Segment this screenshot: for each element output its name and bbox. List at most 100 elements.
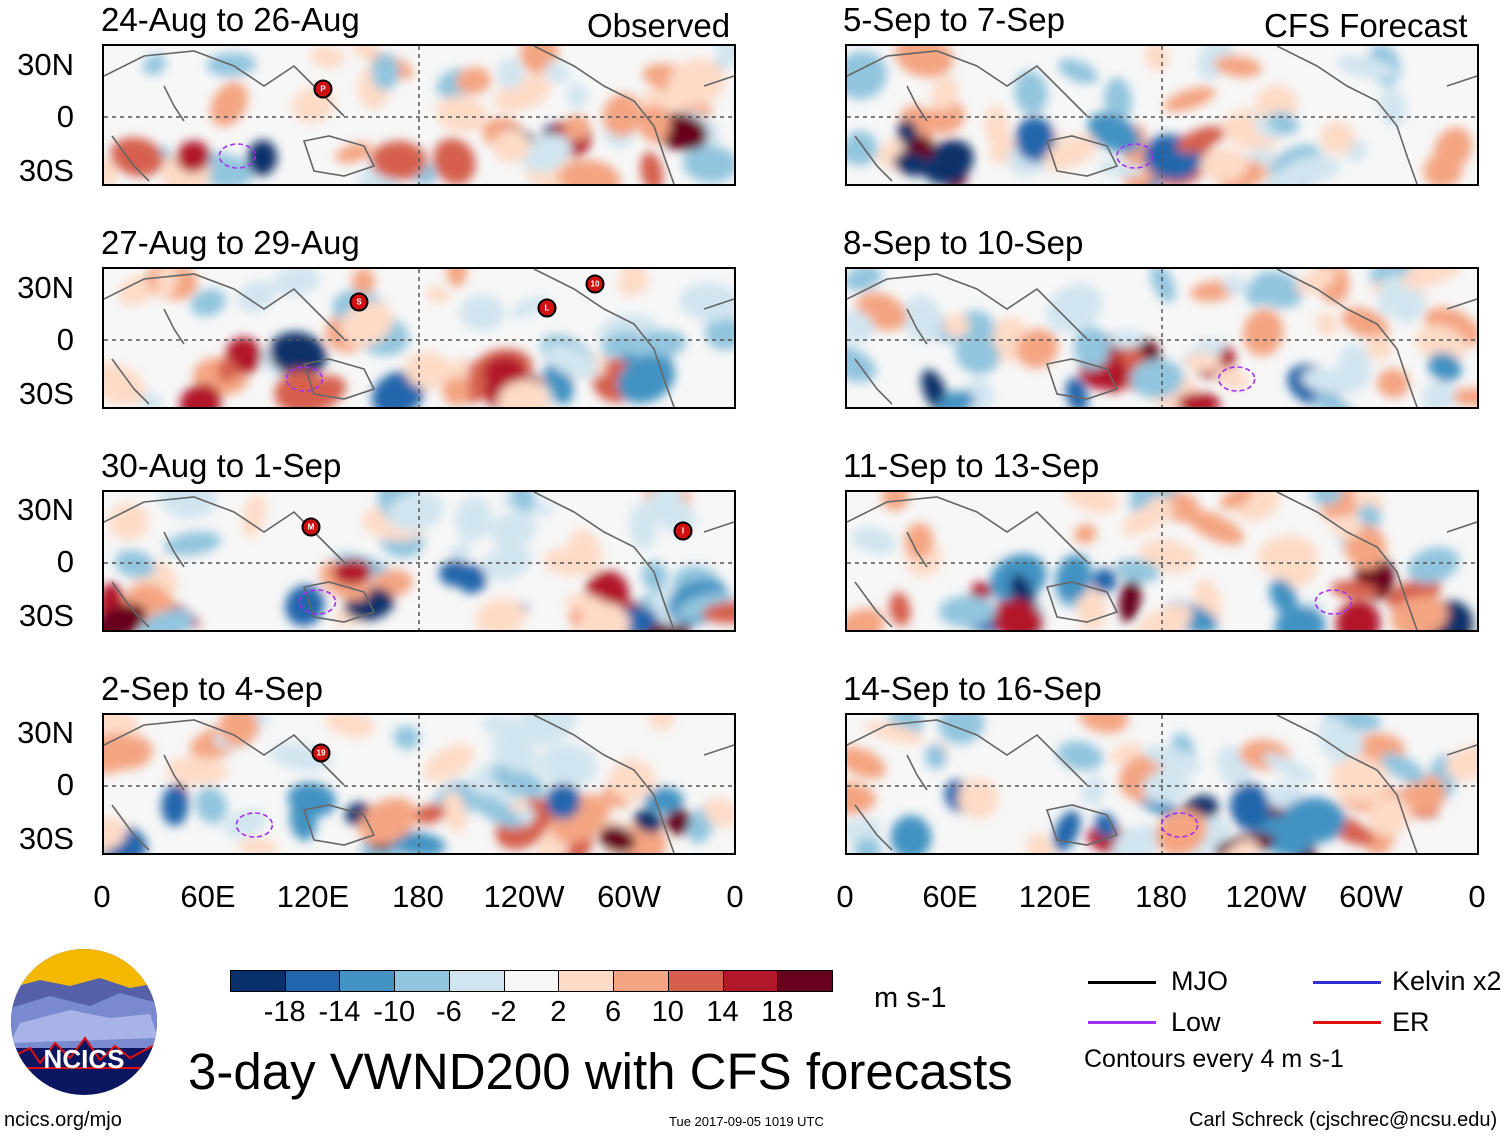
panel-title: 5-Sep to 7-Sep: [843, 1, 1065, 38]
wind-anomaly-region: [638, 104, 671, 143]
colorbar-swatch: [667, 970, 724, 992]
wind-anomaly-region: [1366, 334, 1394, 361]
wind-anomaly-region: [957, 777, 999, 819]
wind-anomaly-region: [104, 603, 147, 630]
wind-anomaly-region: [475, 598, 527, 630]
wind-anomaly-region: [646, 492, 685, 526]
wind-anomaly-region: [1427, 352, 1462, 382]
lon-label: 0: [726, 879, 744, 914]
wind-anomaly-region: [497, 57, 524, 90]
wind-anomaly-region: [1073, 326, 1110, 370]
wind-anomaly-region: [847, 310, 875, 344]
wind-anomaly-region: [1295, 269, 1338, 295]
wind-anomaly-region: [893, 152, 930, 176]
wind-anomaly-region: [640, 151, 664, 184]
lat-label: 30S: [18, 598, 74, 633]
tropical-cyclone-marker: S: [349, 292, 369, 312]
wind-anomaly-region: [309, 46, 345, 69]
wind-anomaly-region: [847, 269, 882, 291]
footer-author: Carl Schreck (cjschrec@ncsu.edu): [1189, 1109, 1498, 1131]
lon-label: 180: [1135, 879, 1187, 914]
wind-anomaly-region: [387, 492, 445, 532]
wind-anomaly-region: [435, 95, 488, 134]
wind-anomaly-region: [425, 285, 450, 304]
wind-anomaly-region: [847, 746, 886, 779]
colorbar-tick-label: -18: [263, 996, 306, 1028]
wind-anomaly-region: [602, 93, 643, 137]
wind-anomaly-region: [1433, 127, 1473, 171]
wind-anomaly-region: [217, 358, 238, 382]
wind-anomaly-region: [564, 593, 603, 612]
lon-label: 120E: [276, 879, 350, 914]
wind-anomaly-region: [1357, 504, 1382, 527]
map-panel-forecast-4: [845, 713, 1479, 855]
wind-anomaly-region: [938, 595, 997, 627]
wind-anomaly-region: [665, 808, 692, 835]
wind-anomaly-region: [1255, 85, 1298, 122]
wind-anomaly-region: [1016, 328, 1059, 369]
wind-anomaly-region: [335, 142, 373, 164]
wind-anomaly-region: [633, 809, 662, 834]
colorbar-tick-label: -10: [373, 996, 416, 1028]
wind-anomaly-region: [1104, 360, 1129, 393]
wind-anomaly-region: [269, 331, 327, 378]
colorbar-tick-label: 10: [651, 996, 684, 1028]
lat-label: 30N: [17, 47, 74, 82]
wind-anomaly-region: [237, 280, 276, 313]
footer-url[interactable]: ncics.org/mjo: [4, 1109, 122, 1131]
wind-anomaly-region: [442, 376, 470, 406]
colorbar-tick-label: -14: [318, 996, 361, 1028]
wind-anomaly-region: [1043, 134, 1099, 171]
wind-anomaly-region: [371, 53, 400, 91]
wind-anomaly-region: [1274, 605, 1326, 630]
wind-anomaly-region: [1144, 46, 1170, 72]
wind-anomaly-region: [1381, 752, 1426, 784]
wind-anomaly-region: [1214, 55, 1262, 78]
panel-title: 27-Aug to 29-Aug: [101, 224, 360, 261]
wind-anomaly-region: [393, 725, 420, 750]
wind-anomaly-region: [1057, 741, 1104, 771]
wind-anomaly-region: [546, 783, 581, 820]
wind-anomaly-region: [943, 313, 970, 338]
wind-anomaly-region: [1301, 367, 1363, 395]
wind-anomaly-region: [456, 67, 492, 95]
wind-anomaly-region: [104, 817, 127, 852]
wind-anomaly-region: [179, 383, 222, 407]
wind-anomaly-region: [1114, 558, 1160, 583]
lon-label: 120W: [1225, 879, 1307, 914]
wind-anomaly-region: [1109, 742, 1142, 764]
wind-anomaly-region: [491, 737, 539, 773]
wind-anomaly-region: [1199, 148, 1248, 182]
figure-title: 3-day VWND200 with CFS forecasts: [188, 1043, 1013, 1100]
panel-title: 24-Aug to 26-Aug: [101, 1, 360, 38]
map-panel-observed-2: [102, 267, 736, 409]
wind-anomaly-region: [539, 743, 597, 789]
wind-anomaly-region: [545, 343, 599, 379]
wind-anomaly-region: [629, 330, 687, 361]
colorbar-swatch: [722, 970, 779, 992]
wind-anomaly-region: [895, 46, 954, 78]
wind-anomaly-region: [1057, 58, 1098, 84]
wind-anomaly-region: [1407, 546, 1460, 584]
wind-anomaly-region: [890, 815, 932, 853]
wind-anomaly-region: [667, 58, 726, 106]
legend-kelvin: Kelvin x2: [1392, 966, 1502, 996]
wind-anomaly-region: [1404, 773, 1446, 814]
wind-anomaly-region: [1390, 287, 1425, 324]
wind-anomaly-region: [1163, 86, 1216, 112]
wind-anomaly-region: [1421, 380, 1456, 407]
wind-anomaly-region: [142, 54, 167, 75]
colorbar-units: m s-1: [874, 982, 947, 1014]
wind-anomaly-region: [578, 602, 630, 630]
tropical-cyclone-marker: P: [313, 79, 333, 99]
lon-label: 60E: [922, 879, 978, 914]
wind-anomaly-region: [1177, 392, 1221, 407]
coastline: [847, 269, 1477, 407]
wind-anomaly-region: [1445, 745, 1477, 782]
wind-anomaly-region: [1335, 600, 1381, 630]
wind-anomaly-region: [114, 549, 156, 579]
coastline: [847, 492, 1477, 630]
wind-anomaly-region: [922, 139, 974, 184]
panel-title: 14-Sep to 16-Sep: [843, 670, 1102, 707]
